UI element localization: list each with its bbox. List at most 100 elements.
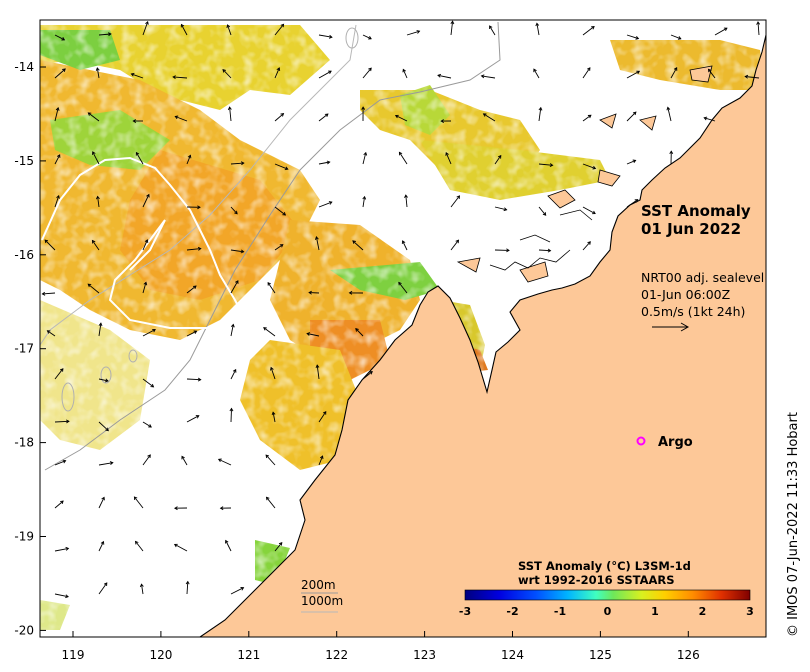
current-arrow: [230, 369, 237, 380]
current-arrow: [186, 581, 189, 595]
current-arrow: [582, 26, 595, 36]
current-arrow: [538, 249, 551, 252]
current-arrow-head: [44, 239, 49, 244]
current-arrow: [54, 34, 65, 41]
current-arrow-head: [703, 116, 708, 121]
current-arrow: [230, 249, 244, 253]
argo-float-marker: [636, 436, 646, 446]
current-arrow-head: [636, 70, 641, 75]
current-arrow-head: [666, 106, 671, 111]
current-arrow-head: [65, 546, 70, 551]
current-arrow: [315, 236, 320, 251]
lat-tick-label: -14: [14, 60, 34, 74]
current-arrow: [266, 497, 276, 509]
current-arrow-head: [319, 455, 324, 460]
colorbar: [464, 589, 751, 601]
current-arrow: [582, 114, 592, 122]
current-arrow-head: [723, 27, 728, 32]
current-arrow-head: [139, 583, 144, 588]
current-arrow: [274, 206, 286, 216]
isobath-200m: [44, 21, 501, 471]
current-arrow-head: [482, 113, 487, 117]
current-arrow-head: [225, 539, 229, 544]
current-arrow: [97, 196, 100, 208]
current-arrow-head: [240, 587, 245, 591]
current-arrow: [318, 34, 332, 38]
current-arrow-head: [65, 419, 70, 424]
current-arrow-head: [632, 159, 637, 164]
current-arrow: [274, 244, 284, 251]
current-arrow: [494, 206, 507, 211]
current-arrow-head: [145, 20, 149, 25]
current-arrow-head: [148, 424, 152, 428]
scale-arrow-icon: [652, 322, 690, 332]
current-arrow-head: [270, 366, 274, 371]
current-arrow-head: [328, 34, 333, 39]
current-arrow: [538, 206, 547, 216]
current-arrow: [445, 152, 452, 165]
island-fragments: [456, 65, 713, 283]
current-arrow-head: [404, 194, 408, 198]
current-arrow-head: [133, 496, 138, 501]
current-arrow-head: [197, 246, 202, 251]
isobath-label-200m: 200m: [301, 578, 336, 592]
current-arrow-head: [59, 368, 64, 372]
current-arrow: [318, 161, 330, 165]
current-arrow-head: [265, 496, 270, 501]
current-arrow: [274, 113, 284, 122]
current-arrow: [54, 368, 64, 380]
current-arrow: [536, 23, 540, 36]
current-arrow-head: [450, 20, 455, 25]
current-arrow: [318, 70, 332, 79]
current-arrow: [98, 582, 108, 595]
current-arrow-head: [669, 150, 674, 155]
current-arrow: [142, 378, 154, 388]
current-arrow-head: [217, 458, 222, 463]
current-arrow-head: [143, 281, 148, 286]
current-arrow: [181, 24, 188, 36]
current-arrow: [230, 587, 244, 595]
current-arrow-head: [144, 239, 149, 243]
lon-tick-label: 119: [62, 648, 85, 662]
current-arrow-head: [352, 240, 356, 244]
lon-tick-label: 126: [677, 648, 700, 662]
current-arrow-head: [744, 74, 749, 79]
current-arrow: [670, 34, 681, 40]
current-arrow-head: [535, 22, 540, 27]
current-arrow: [136, 152, 144, 165]
colorbar-tick-label: -1: [554, 605, 566, 618]
current-arrow: [230, 408, 232, 423]
current-arrow: [92, 151, 100, 165]
current-arrow-head: [56, 194, 60, 199]
current-arrow: [362, 34, 372, 40]
current-arrow: [318, 113, 329, 122]
current-arrow-head: [394, 114, 399, 119]
current-arrow: [54, 500, 64, 509]
current-time: 01-Jun 06:00Z: [641, 287, 730, 302]
current-arrow: [270, 367, 276, 380]
current-arrow-head: [181, 455, 185, 460]
current-arrow: [667, 107, 672, 122]
current-arrow-head: [437, 73, 442, 78]
current-arrow: [355, 328, 364, 337]
current-arrow-head: [197, 377, 202, 382]
current-arrow-head: [280, 113, 285, 117]
current-arrow-head: [187, 154, 192, 159]
current-arrow-head: [368, 67, 372, 72]
current-arrow-head: [445, 152, 449, 156]
current-arrow-head: [591, 25, 595, 30]
current-arrow: [398, 282, 408, 294]
current-arrow: [54, 154, 61, 165]
current-arrow: [483, 113, 496, 122]
current-arrow: [494, 155, 502, 165]
current-arrow-head: [677, 36, 682, 40]
current-source: NRT00 adj. sealevel: [641, 270, 764, 285]
current-arrow-head: [130, 72, 135, 77]
colorbar-tick-label: 1: [651, 605, 659, 618]
current-arrow: [222, 69, 232, 79]
current-arrow-head: [361, 106, 366, 110]
current-arrow-head: [324, 113, 329, 117]
current-arrow-head: [635, 36, 640, 40]
current-arrow: [318, 411, 327, 423]
current-arrow: [186, 330, 197, 337]
